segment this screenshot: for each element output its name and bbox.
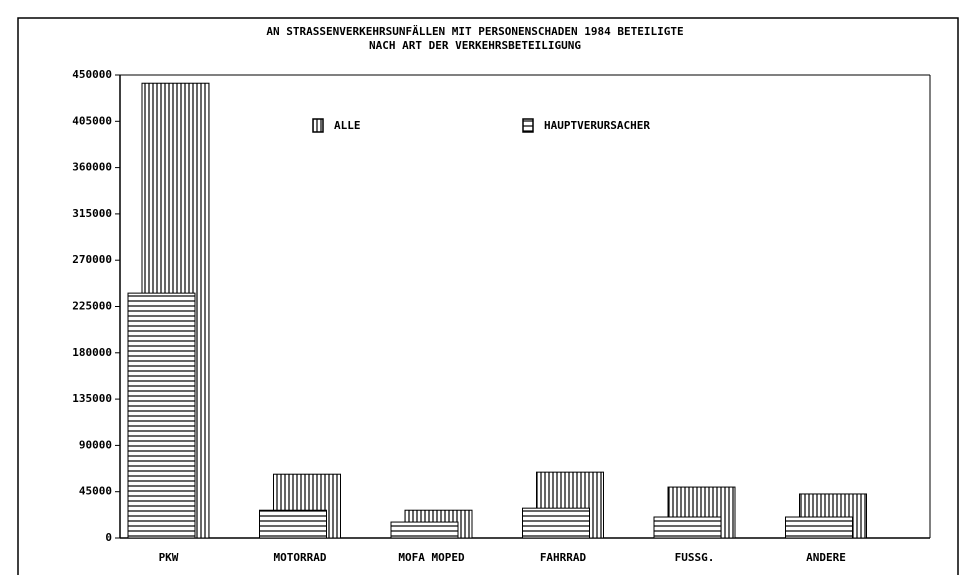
y-tick-label: 225000 xyxy=(72,300,112,313)
bar xyxy=(785,516,853,539)
y-tick-label: 90000 xyxy=(79,438,112,451)
x-tick-label: MOFA MOPED xyxy=(398,551,465,564)
x-tick-label: ANDERE xyxy=(806,551,846,564)
legend-swatch xyxy=(312,118,324,133)
x-tick-label: MOTORRAD xyxy=(274,551,327,564)
bar xyxy=(522,507,590,539)
x-tick-label: FUSSG. xyxy=(675,551,715,564)
y-tick-label: 135000 xyxy=(72,392,112,405)
y-tick-label: 405000 xyxy=(72,114,112,127)
y-tick-label: 450000 xyxy=(72,68,112,81)
y-tick-label: 270000 xyxy=(72,253,112,266)
legend-swatch xyxy=(522,118,534,133)
x-tick-label: PKW xyxy=(159,551,179,564)
y-tick-label: 0 xyxy=(105,531,112,544)
frame xyxy=(17,17,959,575)
x-tick-label: FAHRRAD xyxy=(540,551,587,564)
bar xyxy=(127,292,196,539)
y-tick-label: 315000 xyxy=(72,207,112,220)
bar xyxy=(259,509,327,539)
legend-label: HAUPTVERURSACHER xyxy=(544,119,650,132)
legend-label: ALLE xyxy=(334,119,361,132)
y-tick-label: 360000 xyxy=(72,161,112,174)
y-tick-label: 180000 xyxy=(72,346,112,359)
y-tick-label: 45000 xyxy=(79,485,112,498)
chart-title: AN STRASSENVERKEHRSUNFÄLLEN MIT PERSONEN… xyxy=(266,24,683,38)
chart-subtitle: NACH ART DER VERKEHRSBETEILIGUNG xyxy=(369,39,581,52)
bar xyxy=(653,516,722,539)
bar xyxy=(390,521,459,539)
